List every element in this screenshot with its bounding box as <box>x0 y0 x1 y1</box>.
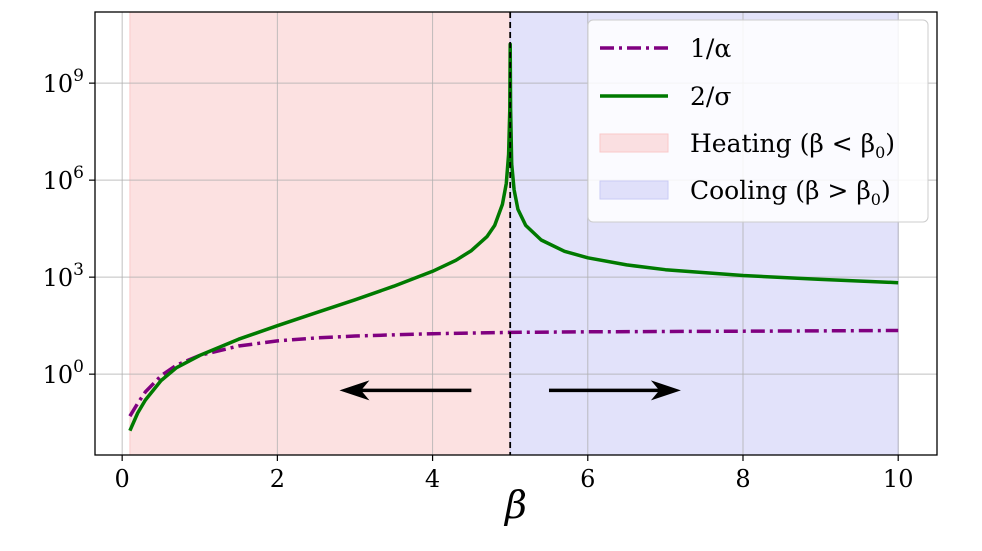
arrow-head-0 <box>339 380 370 401</box>
legend-label-0: 1/α <box>690 34 731 63</box>
plot-frame <box>94 11 938 456</box>
y-tick-label-0: 100 <box>43 357 84 389</box>
x-tick-label-1: 2 <box>270 465 285 493</box>
x-tick-label-3: 6 <box>580 465 595 493</box>
x-axis-ticks: 0 2 4 6 8 10 <box>115 455 914 493</box>
region-0 <box>129 11 511 456</box>
legend-label-1: 2/σ <box>690 82 731 111</box>
y-axis-ticks: 100 103 106 109 <box>43 66 95 389</box>
legend-swatch-3 <box>599 180 669 200</box>
legend: 1/α 2/σ Heating (β < β0) Cooling (β > β0) <box>587 19 929 223</box>
y-tick-label-2: 106 <box>43 163 84 195</box>
legend-swatch-2 <box>599 133 669 153</box>
legend-box <box>587 19 929 223</box>
legend-label-3: Cooling (β > β0) <box>690 176 891 209</box>
x-tick-label-2: 4 <box>425 465 440 493</box>
y-tick-label-3: 109 <box>43 66 84 98</box>
data-series <box>128 42 899 432</box>
series-line-0 <box>128 328 899 418</box>
series-line-1 <box>128 42 899 432</box>
legend-label-2: Heating (β < β0) <box>690 129 895 162</box>
x-tick-label-5: 10 <box>883 465 914 493</box>
x-tick-label-4: 8 <box>735 465 750 493</box>
arrow-head-1 <box>650 380 681 401</box>
y-tick-label-1: 103 <box>43 260 84 292</box>
x-axis-label: β <box>503 483 527 527</box>
direction-arrows <box>339 380 681 401</box>
x-tick-label-0: 0 <box>115 465 130 493</box>
